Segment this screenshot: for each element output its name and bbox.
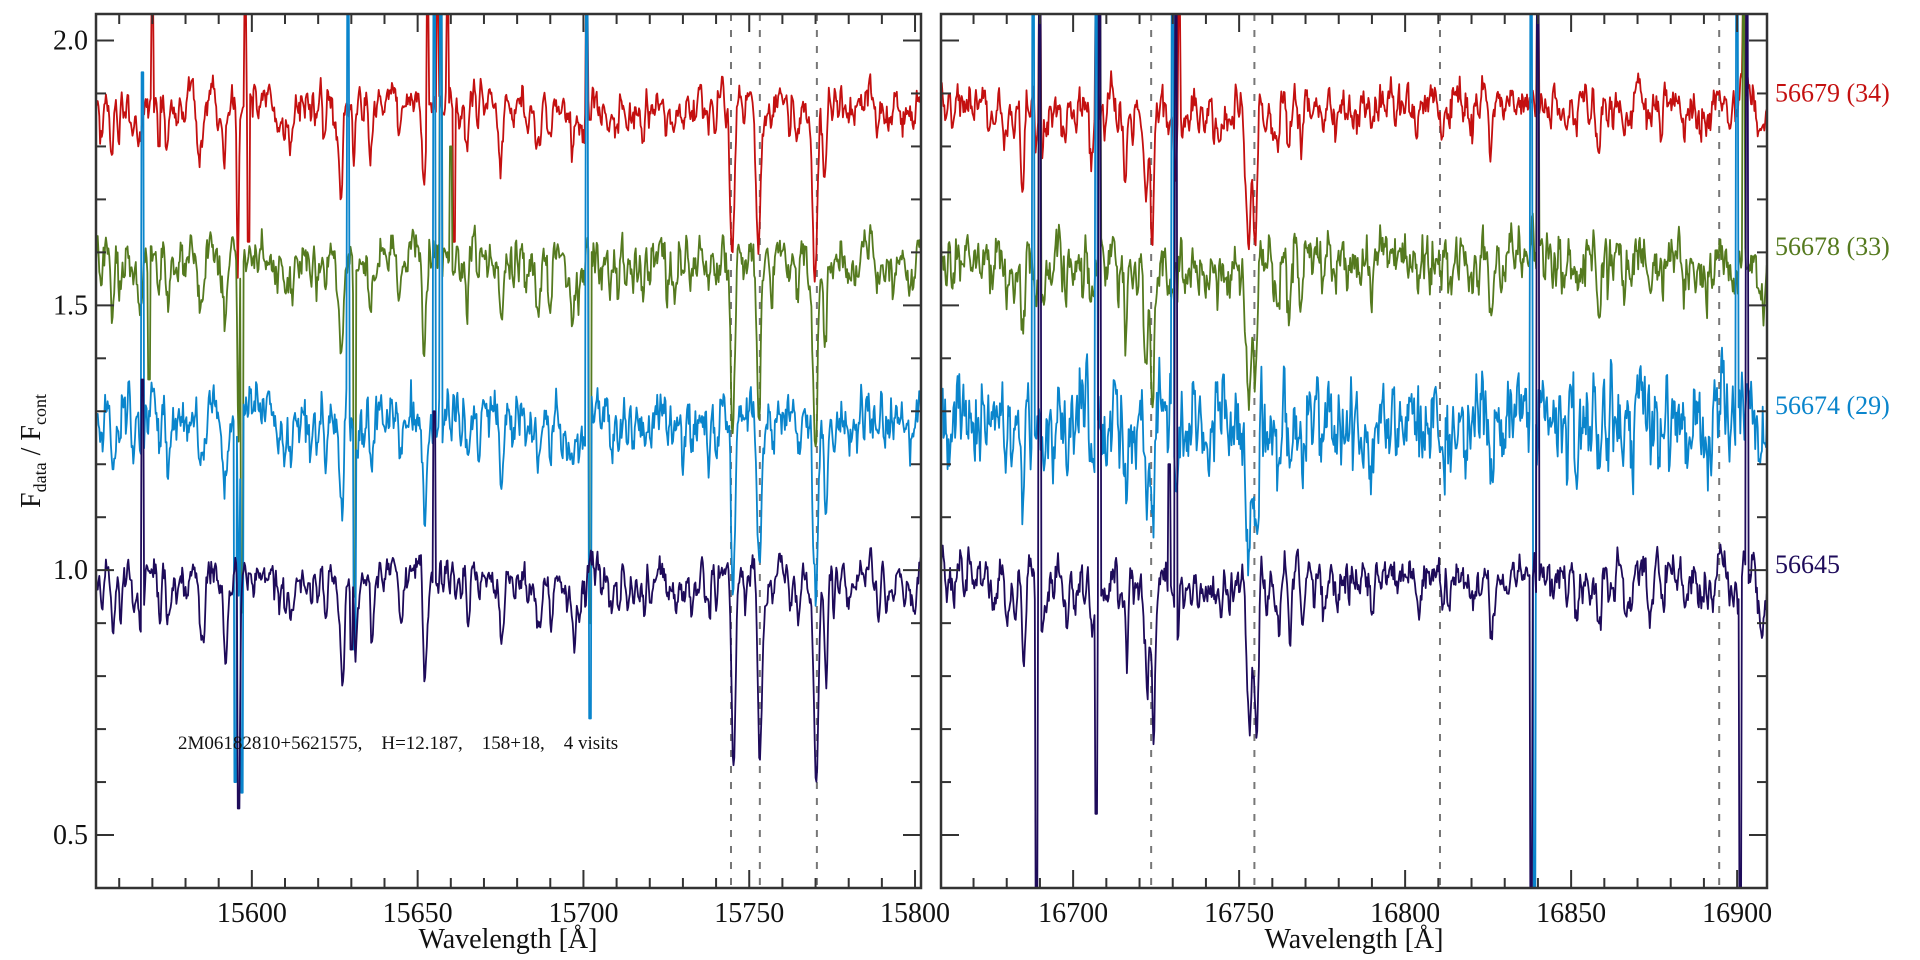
legend-label-56645: 56645	[1775, 550, 1840, 579]
panel-1: 16700 16750 16800 16850 16900	[939, 12, 1772, 929]
x-tick-label: 15700	[548, 898, 618, 929]
star-annotation: 2M06182810+5621575, H=12.187, 158+18, 4 …	[178, 733, 618, 754]
x-tick-label: 15750	[714, 898, 784, 929]
legend-label-56679: 56679 (34)	[1775, 78, 1890, 107]
legend-label-56674: 56674 (29)	[1775, 391, 1890, 420]
x-tick-label: 15650	[383, 898, 453, 929]
spectrum-56678-panel-0	[96, 14, 921, 625]
spectrum-56645-panel-1	[941, 14, 1767, 888]
panel-0: 15600 15650 15700 15750 15800 0.5 1.0 1.5 2.0	[53, 12, 950, 929]
x-axis-label-right: Wavelength [Å]	[1265, 924, 1444, 955]
x-tick-label: 15600	[217, 898, 287, 929]
y-label-main: F	[16, 492, 47, 508]
y-tick-label: 1.5	[53, 290, 88, 321]
plot-frame	[939, 12, 1769, 890]
spectrum-56679-panel-1	[941, 14, 1767, 251]
y-label-sub2: cont	[30, 394, 50, 425]
plot-frame	[94, 12, 923, 890]
spectrum-56674-panel-1	[941, 14, 1767, 888]
y-axis-label: Fdata / Fcont	[16, 394, 50, 508]
y-tick-label: 0.5	[53, 820, 88, 851]
spectrum-56674-panel-0	[96, 14, 921, 794]
spectrum-56678-panel-1	[941, 14, 1767, 412]
x-tick-label: 16750	[1204, 898, 1274, 929]
x-tick-label: 15800	[880, 898, 950, 929]
spectrum-56645-panel-0	[96, 378, 921, 810]
x-tick-label: 16700	[1038, 898, 1108, 929]
legend-label-56678: 56678 (33)	[1775, 232, 1890, 261]
x-tick-label: 16850	[1536, 898, 1606, 929]
x-tick-label: 16900	[1702, 898, 1772, 929]
x-axis-label-left: Wavelength [Å]	[419, 924, 598, 955]
y-label-sub1: data	[30, 462, 50, 492]
y-tick-label: 1.0	[53, 555, 88, 586]
y-tick-label: 2.0	[53, 25, 88, 56]
spectrum-56679-panel-0	[96, 14, 921, 283]
x-tick-label: 16800	[1370, 898, 1440, 929]
y-label-sep: / F	[16, 425, 47, 462]
